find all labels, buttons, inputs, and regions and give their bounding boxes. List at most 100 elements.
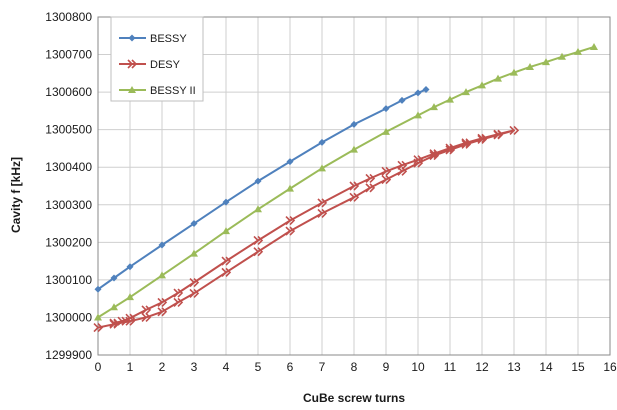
data-point-marker bbox=[509, 125, 520, 135]
legend-items: BESSY DESY BESSY II bbox=[119, 33, 196, 97]
data-point-marker bbox=[110, 274, 118, 282]
data-point-marker bbox=[221, 267, 232, 277]
data-point-marker bbox=[254, 177, 262, 185]
y-tick-label: 1300700 bbox=[45, 48, 92, 62]
legend-label: BESSY bbox=[150, 33, 187, 45]
x-tick-label: 4 bbox=[223, 360, 230, 374]
data-point-marker bbox=[398, 96, 406, 104]
data-point-marker bbox=[429, 149, 440, 159]
x-tick-label: 16 bbox=[603, 360, 617, 374]
plot-area-border bbox=[97, 16, 611, 356]
data-point-marker bbox=[109, 318, 120, 328]
x-tick-label: 7 bbox=[319, 360, 326, 374]
data-point-marker bbox=[317, 198, 328, 208]
data-point-marker bbox=[574, 47, 582, 55]
data-point-marker bbox=[253, 247, 264, 257]
data-point-marker bbox=[173, 288, 184, 298]
data-point-marker bbox=[286, 158, 294, 166]
data-point-marker bbox=[110, 303, 118, 311]
data-point-marker bbox=[317, 208, 328, 218]
x-tick-label: 3 bbox=[191, 360, 198, 374]
series-bessy bbox=[94, 85, 430, 293]
data-point-marker bbox=[526, 62, 534, 70]
y-tick-label: 1300600 bbox=[45, 85, 92, 99]
y-axis-title: Cavity f [kHz] bbox=[9, 157, 23, 233]
data-point-marker bbox=[222, 227, 230, 235]
data-point-marker bbox=[126, 263, 134, 271]
data-point-marker bbox=[397, 160, 408, 170]
data-point-marker bbox=[253, 235, 264, 246]
data-point-marker bbox=[510, 68, 518, 76]
series-line-desy bbox=[97, 129, 515, 329]
data-point-marker bbox=[189, 277, 200, 288]
data-point-marker bbox=[190, 249, 198, 257]
axes bbox=[97, 16, 611, 356]
data-point-marker bbox=[350, 145, 358, 153]
legend-item-bessy: BESSY bbox=[119, 33, 187, 45]
x-tick-label: 2 bbox=[159, 360, 166, 374]
data-point-marker bbox=[157, 307, 168, 317]
x-tick-label: 10 bbox=[411, 360, 425, 374]
data-point-marker bbox=[422, 85, 430, 93]
data-point-marker bbox=[413, 155, 424, 165]
tick-labels: 1299900 1300000 1300100 1300200 1300300 13004… bbox=[45, 10, 617, 374]
data-point-marker bbox=[414, 89, 422, 97]
x-tick-label: 11 bbox=[444, 360, 457, 374]
legend: BESSY DESY BESSY II bbox=[110, 16, 204, 102]
data-point-marker bbox=[141, 312, 152, 323]
x-tick-label: 12 bbox=[475, 360, 489, 374]
legend-label: DESY bbox=[150, 59, 181, 71]
legend-label: BESSY II bbox=[150, 85, 196, 97]
data-point-marker bbox=[141, 305, 152, 315]
data-point-marker bbox=[285, 226, 296, 236]
data-point-marker bbox=[350, 120, 358, 128]
x-tick-label: 6 bbox=[287, 360, 294, 374]
data-point-marker bbox=[318, 138, 326, 146]
x-axis-title: CuBe screw turns bbox=[303, 391, 405, 405]
data-point-marker bbox=[446, 95, 454, 103]
data-point-marker bbox=[286, 184, 294, 192]
data-point-marker bbox=[382, 127, 390, 135]
data-point-marker bbox=[558, 52, 566, 60]
data-point-marker bbox=[158, 241, 166, 249]
data-point-marker bbox=[94, 313, 102, 321]
y-tick-label: 1300800 bbox=[45, 10, 92, 24]
data-point-marker bbox=[414, 111, 422, 119]
legend-item-desy: DESY bbox=[119, 59, 181, 71]
data-point-marker bbox=[461, 138, 472, 148]
y-tick-label: 1300100 bbox=[45, 273, 92, 287]
data-point-marker bbox=[190, 220, 198, 228]
data-point-marker bbox=[462, 88, 470, 96]
data-point-marker bbox=[478, 81, 486, 89]
data-point-marker bbox=[382, 105, 390, 113]
x-tick-label: 0 bbox=[95, 360, 102, 374]
data-point-marker bbox=[254, 205, 262, 213]
series-line-bessy bbox=[97, 88, 427, 291]
y-tick-label: 1300400 bbox=[45, 160, 92, 174]
y-tick-label: 1300200 bbox=[45, 235, 92, 249]
data-point-marker bbox=[221, 256, 232, 266]
data-point-marker bbox=[93, 323, 104, 333]
data-point-marker bbox=[173, 297, 184, 307]
y-tick-label: 1300300 bbox=[45, 198, 92, 212]
data-point-marker bbox=[542, 58, 550, 66]
y-tick-label: 1300000 bbox=[45, 310, 92, 324]
legend-item-bessy-ii: BESSY II bbox=[119, 85, 196, 97]
data-point-marker bbox=[125, 313, 136, 323]
data-point-marker bbox=[445, 145, 456, 155]
data-point-marker bbox=[477, 133, 488, 143]
series-desy bbox=[93, 125, 520, 333]
data-point-marker bbox=[222, 198, 230, 206]
data-point-marker bbox=[430, 103, 438, 111]
series-lines bbox=[93, 43, 598, 333]
data-point-marker bbox=[94, 285, 102, 293]
data-point-marker bbox=[365, 183, 376, 193]
data-point-marker bbox=[429, 151, 440, 161]
data-point-marker bbox=[461, 139, 472, 149]
data-point-marker bbox=[128, 86, 136, 93]
data-point-marker bbox=[365, 173, 376, 184]
data-point-marker bbox=[349, 181, 360, 191]
x-tick-label: 5 bbox=[255, 360, 262, 374]
